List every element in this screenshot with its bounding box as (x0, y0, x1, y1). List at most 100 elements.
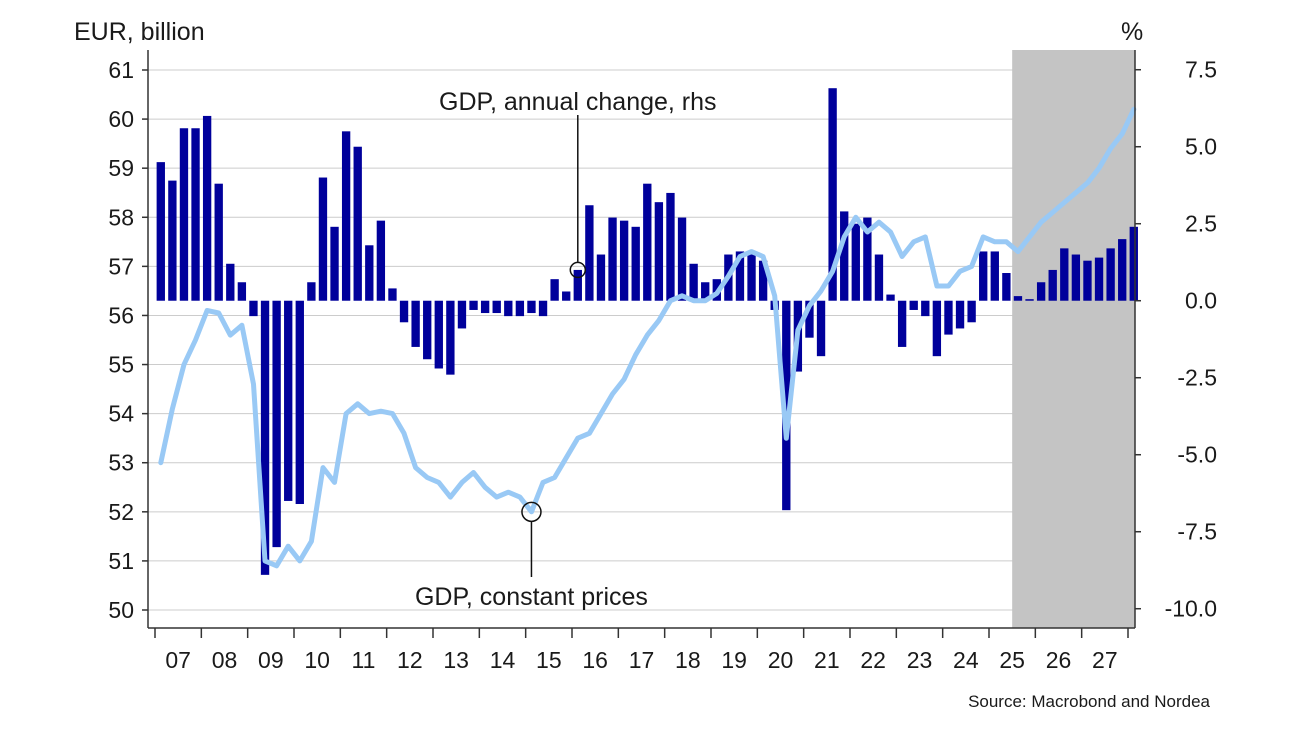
annual-change-bar (480, 300, 490, 314)
annual-change-bar (828, 88, 837, 301)
x-tick-label: 07 (165, 647, 191, 673)
annual-change-bar (608, 217, 617, 301)
annual-change-bar (527, 300, 536, 314)
annual-change-bar (585, 205, 594, 301)
x-tick-label: 13 (443, 647, 469, 673)
annual-change-bar (1094, 257, 1104, 301)
annual-change-bar (353, 146, 362, 301)
annual-change-bar (214, 183, 223, 301)
annual-change-bar (191, 128, 200, 301)
annual-change-bar (921, 300, 930, 317)
annual-change-bar (1060, 248, 1069, 301)
x-tick-label: 15 (536, 647, 562, 673)
gridlines (148, 69, 1135, 611)
annual-change-marker (569, 261, 587, 279)
right-axis-ticks: -10.0 -7.5 -5.0 -2.5 0.0 2.5 5.0 7.5 (1135, 57, 1217, 622)
annual-change-bar (863, 217, 872, 301)
annual-change-bar (156, 162, 165, 301)
x-tick-label: 08 (212, 647, 238, 673)
x-axis-ticks: 07 08 09 10 11 12 13 14 15 16 17 18 19 20 21 22 23 24 25 26… (154, 628, 1129, 673)
x-tick-label: 21 (814, 647, 840, 673)
annual-change-bar (226, 263, 235, 301)
annual-change-bar (1036, 282, 1046, 301)
annual-change-bar (782, 300, 791, 511)
annual-change-bar (619, 220, 629, 301)
right-tick-label: -10.0 (1165, 596, 1217, 622)
annual-change-bar (538, 300, 548, 317)
annual-change-bar (562, 291, 571, 301)
right-tick-label: 5.0 (1185, 134, 1217, 160)
annual-change-bar (365, 245, 374, 301)
annual-change-bar (504, 300, 513, 317)
constant-prices-line-group (158, 106, 1137, 569)
constant-prices-marker (521, 501, 542, 523)
annual-change-bar (550, 279, 559, 301)
right-tick-label: -2.5 (1177, 365, 1217, 391)
annual-change-bar (1083, 260, 1092, 301)
annotations: GDP, annual change, rhs GDP, constant pri… (415, 88, 717, 611)
annual-change-bar (840, 211, 849, 301)
x-tick-label: 09 (258, 647, 284, 673)
left-tick-label: 56 (108, 302, 134, 328)
annual-change-bar (411, 300, 420, 347)
x-tick-label: 11 (352, 647, 376, 673)
annual-change-bar (515, 300, 525, 317)
right-tick-label: 2.5 (1185, 211, 1217, 237)
annual-change-bar (654, 202, 664, 301)
annual-change-bar (805, 300, 814, 338)
x-tick-label: 24 (953, 647, 979, 673)
left-tick-label: 52 (108, 499, 134, 525)
annual-change-bar (944, 300, 953, 335)
annual-change-bar (596, 254, 606, 301)
x-tick-label: 22 (860, 647, 886, 673)
x-tick-label: 14 (490, 647, 516, 673)
left-tick-label: 57 (108, 253, 134, 279)
annual-change-bar (1071, 254, 1081, 301)
left-tick-label: 50 (108, 597, 134, 623)
annual-change-bar (434, 300, 443, 369)
x-tick-label: 26 (1046, 647, 1072, 673)
annual-change-bar (631, 226, 640, 301)
left-tick-label: 53 (108, 450, 134, 476)
annual-change-bar (758, 260, 768, 301)
x-tick-label: 17 (629, 647, 655, 673)
annual-change-bar (492, 300, 501, 314)
annual-change-bar (1129, 226, 1138, 301)
annual-change-bar (932, 300, 942, 357)
annual-change-bar (689, 263, 698, 301)
annual-change-bar (260, 300, 270, 575)
annual-change-bar (1002, 273, 1011, 301)
annual-change-bar (330, 226, 339, 301)
right-tick-label: 0.0 (1185, 288, 1217, 314)
annual-change-bar (318, 177, 328, 301)
annual-change-bar (237, 282, 247, 301)
left-axis-ticks: 50 51 52 53 54 55 56 57 58 59 60 61 (108, 57, 148, 623)
annual-change-bar (735, 251, 745, 301)
annual-change-bar (897, 300, 907, 347)
x-tick-label: 12 (397, 647, 423, 673)
annual-change-bar (249, 300, 258, 317)
x-tick-label: 16 (582, 647, 608, 673)
annual-change-bars (156, 88, 1138, 575)
annual-change-bar (909, 300, 918, 310)
left-tick-label: 61 (108, 57, 134, 83)
annual-change-bar (990, 251, 999, 301)
annual-change-bar (816, 300, 826, 357)
annual-change-bar (967, 300, 976, 323)
annual-change-bar (295, 300, 304, 505)
annual-change-bar (457, 300, 467, 329)
annual-change-bar (851, 223, 860, 301)
annual-change-bar (446, 300, 455, 375)
annual-change-bar (573, 269, 582, 301)
annual-change-bar (1013, 296, 1023, 301)
annual-change-bar (399, 300, 409, 323)
constant-prices-annotation: GDP, constant prices (415, 583, 648, 611)
x-tick-label: 23 (907, 647, 933, 673)
annual-change-bar (1025, 299, 1034, 301)
annual-change-bar (284, 300, 293, 501)
x-tick-label: 27 (1092, 647, 1118, 673)
left-axis-title: EUR, billion (74, 18, 205, 46)
x-tick-label: 18 (675, 647, 701, 673)
annual-change-bar (677, 217, 687, 301)
